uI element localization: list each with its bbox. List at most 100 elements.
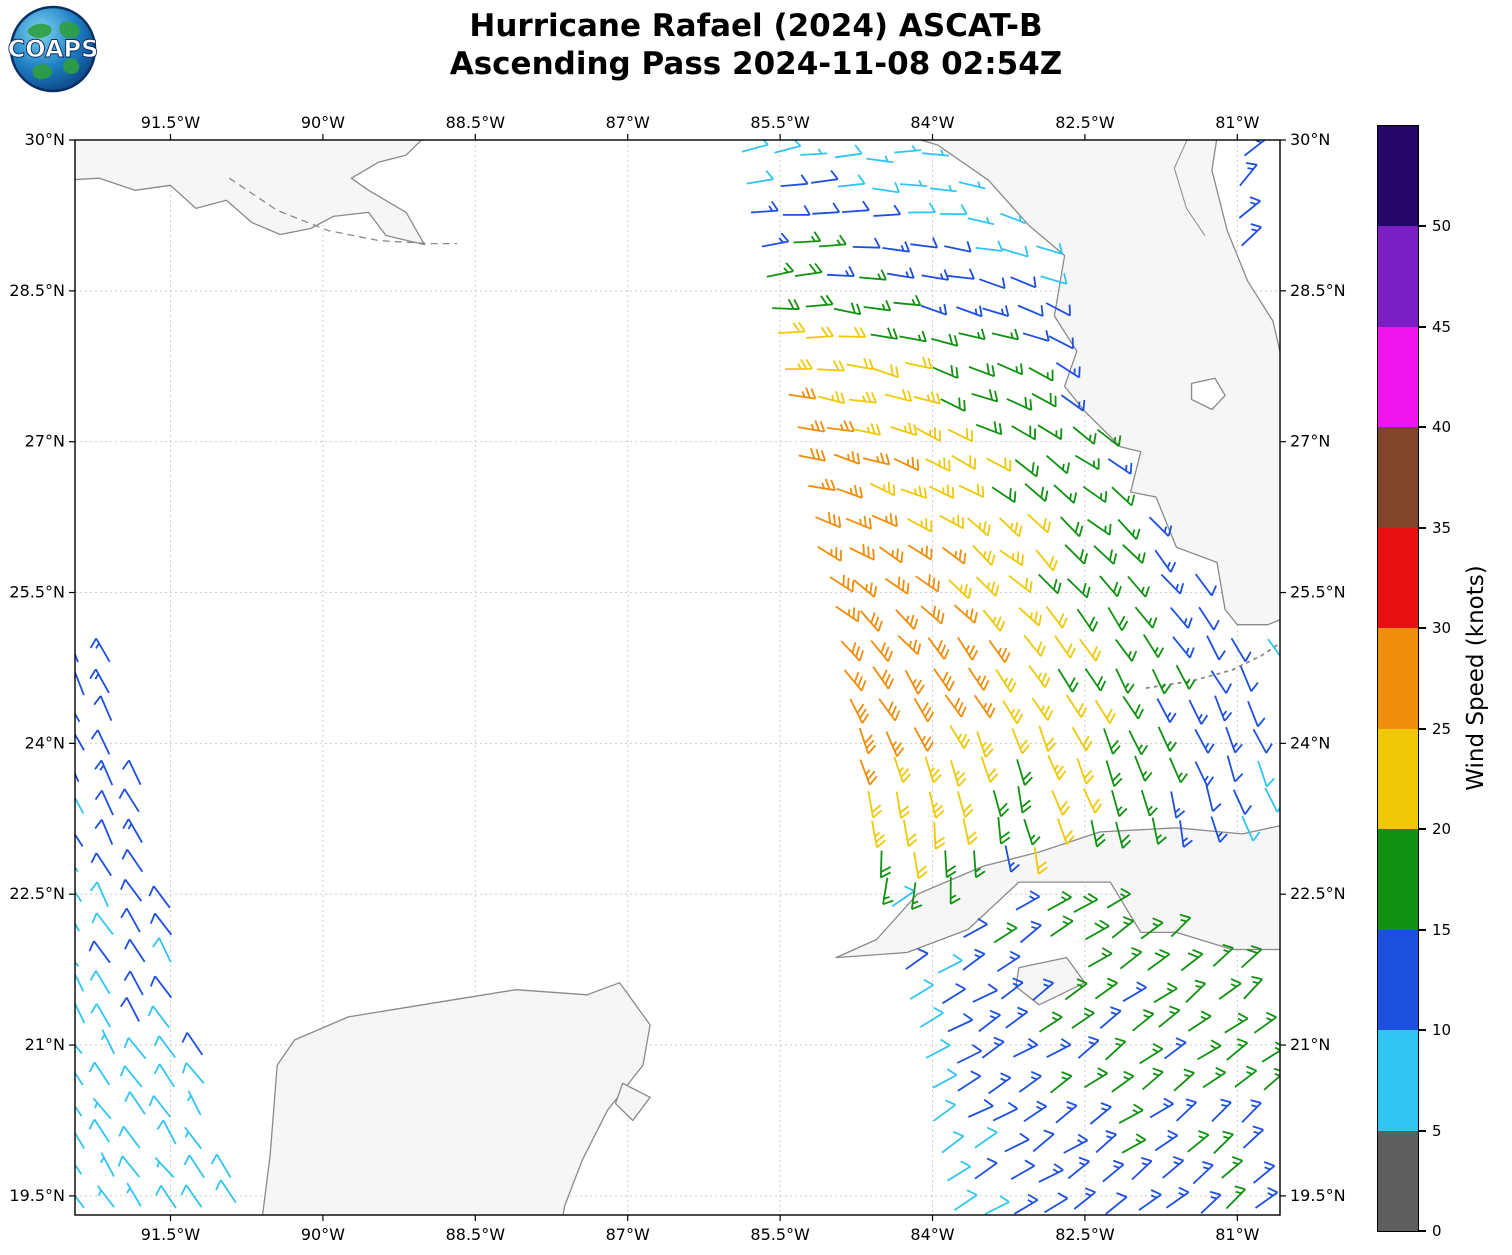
wind-barb	[1014, 1193, 1039, 1215]
y-tick-label-right: 21°N	[1290, 1035, 1330, 1054]
wind-barb	[1226, 1038, 1249, 1061]
wind-barb	[944, 850, 957, 879]
wind-barb	[1232, 789, 1253, 815]
wind-barb	[863, 299, 892, 312]
wind-barb	[761, 232, 790, 248]
wind-barb	[953, 604, 978, 624]
wind-barb	[852, 237, 881, 249]
wind-barb	[1213, 1130, 1234, 1154]
axis-tick-labels: 91.5°W 91.5°W 90°W 90°W 88.5°W 88.5°W 87°W 87°W…	[9, 113, 1345, 1244]
wind-barb	[1241, 1099, 1262, 1123]
wind-barb	[772, 298, 800, 311]
wind-barb	[1151, 817, 1167, 845]
wind-barb	[899, 330, 927, 343]
colorbar-tick-mark	[1419, 727, 1426, 730]
wind-barb	[1050, 915, 1074, 938]
wind-barb	[1011, 425, 1036, 441]
wind-barb	[782, 204, 811, 216]
wind-barb	[1103, 728, 1121, 755]
wind-barb	[999, 549, 1024, 567]
wind-barb	[149, 975, 173, 999]
wind-barb	[963, 917, 988, 938]
wind-barb	[1057, 668, 1079, 693]
wind-barb	[92, 1097, 112, 1120]
wind-barb	[1210, 816, 1228, 843]
wind-barb	[872, 181, 900, 194]
wind-barb	[834, 144, 863, 159]
wind-barb	[1076, 758, 1095, 785]
wind-barb	[1147, 948, 1171, 971]
wind-barb	[867, 790, 883, 819]
wind-barb	[1038, 1163, 1064, 1183]
wind-barb	[1267, 638, 1280, 658]
wind-barb	[1200, 1190, 1222, 1215]
wind-barb	[913, 726, 934, 752]
wind-barb	[119, 1065, 143, 1088]
wind-barb	[947, 1160, 971, 1182]
wind-barb	[982, 609, 1006, 632]
colorbar-tick-mark	[1419, 1129, 1426, 1132]
wind-barb	[88, 1118, 110, 1143]
wind-barb	[1094, 977, 1118, 1000]
colorbar-tick-mark	[1419, 1029, 1426, 1032]
wind-barb	[1033, 847, 1048, 875]
wind-barb	[1252, 728, 1273, 754]
wind-barb	[1023, 1100, 1047, 1122]
wind-barb	[1170, 791, 1186, 819]
wind-barb	[931, 333, 959, 347]
wind-barb	[1111, 916, 1134, 939]
wind-barb	[75, 796, 85, 814]
wind-barb	[849, 391, 877, 404]
figure-title: Hurricane Rafael (2024) ASCAT-B Ascendin…	[0, 8, 1512, 84]
colorbar-tick-mark	[1419, 325, 1426, 328]
wind-barb	[949, 724, 971, 749]
florida-keys	[1145, 642, 1280, 689]
wind-barb	[1099, 1006, 1122, 1029]
wind-barb	[121, 759, 142, 786]
wind-barb	[1165, 1186, 1190, 1209]
wind-barb	[1138, 1189, 1162, 1211]
wind-barb	[1111, 790, 1128, 818]
colorbar-segment	[1378, 126, 1418, 227]
wind-barb	[957, 1070, 981, 1092]
wind-barb	[947, 1012, 974, 1033]
y-tick-label-right: 19.5°N	[1290, 1186, 1346, 1205]
wind-barb	[1241, 223, 1262, 247]
wind-barb	[1149, 1097, 1174, 1119]
colorbar-tick-label: 20	[1432, 820, 1452, 839]
wind-barb	[1117, 518, 1141, 541]
wind-barb	[1188, 699, 1209, 725]
wind-barb	[1094, 699, 1116, 724]
wind-barb	[153, 1063, 175, 1088]
wind-barb	[1104, 1037, 1127, 1061]
wind-barb	[944, 694, 967, 718]
wind-barb	[1004, 1132, 1030, 1153]
x-tick-label-bottom: 85.5°W	[750, 1225, 810, 1244]
wind-barb	[120, 907, 141, 933]
wind-barb	[94, 819, 114, 845]
colorbar-tick-label: 50	[1432, 217, 1452, 236]
wind-barb	[907, 544, 933, 561]
wind-barb	[978, 1009, 1001, 1033]
colorbar-segment	[1378, 326, 1418, 428]
wind-barb	[1157, 726, 1177, 752]
wind-barb	[1153, 982, 1178, 1004]
wind-barb	[1253, 1011, 1277, 1034]
wind-barb	[1072, 426, 1097, 445]
wind-barb	[1197, 1039, 1222, 1061]
wind-barb	[1074, 454, 1100, 471]
wind-barb	[947, 427, 974, 443]
wind-barb	[878, 698, 901, 722]
wind-barb	[1230, 637, 1252, 662]
coaps-logo: COAPS	[8, 5, 98, 93]
colorbar-segment	[1378, 929, 1418, 1031]
wind-barb	[1212, 943, 1234, 967]
wind-barb	[126, 1182, 142, 1207]
wind-barb	[836, 485, 863, 499]
wind-barb	[853, 579, 878, 598]
wind-barb	[941, 1131, 965, 1154]
wind-barb	[845, 515, 872, 530]
wind-barb	[1038, 725, 1056, 752]
